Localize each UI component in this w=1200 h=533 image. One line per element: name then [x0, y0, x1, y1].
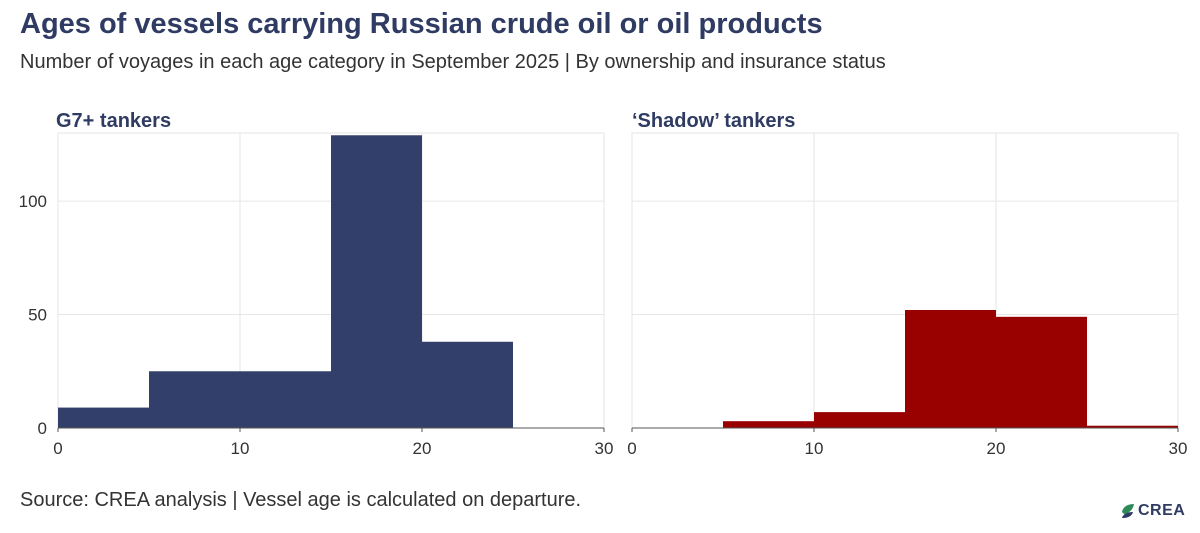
logo-text: CREA	[1138, 502, 1186, 519]
histogram-bar	[149, 371, 240, 428]
x-tick-label: 30	[1169, 439, 1188, 458]
x-tick-label: 10	[231, 439, 250, 458]
x-tick-label: 20	[413, 439, 432, 458]
histogram-bar	[723, 421, 814, 428]
x-tick-label: 0	[53, 439, 62, 458]
histogram-bar	[58, 407, 149, 428]
y-tick-label: 0	[38, 419, 47, 438]
histogram-bar	[240, 371, 331, 428]
crea-leaf-icon	[1122, 504, 1134, 518]
histogram-bar	[814, 412, 905, 428]
chart-title: Ages of vessels carrying Russian crude o…	[20, 8, 823, 40]
x-tick-label: 10	[805, 439, 824, 458]
x-tick-label: 0	[627, 439, 636, 458]
y-tick-label: 100	[19, 192, 47, 211]
x-tick-label: 30	[595, 439, 614, 458]
histogram-bar	[1087, 425, 1178, 428]
histogram-bar	[422, 341, 513, 428]
histogram-bar	[331, 135, 422, 428]
x-tick-label: 20	[987, 439, 1006, 458]
crea-logo: CREA	[1121, 500, 1185, 522]
histogram-bar	[905, 310, 996, 428]
panel-title: G7+ tankers	[56, 110, 171, 132]
source-note: Source: CREA analysis | Vessel age is ca…	[20, 489, 582, 511]
histogram-bar	[996, 316, 1087, 428]
panel-title: ‘Shadow’ tankers	[632, 110, 795, 132]
chart-subtitle: Number of voyages in each age category i…	[20, 51, 886, 73]
y-tick-label: 50	[28, 306, 47, 325]
